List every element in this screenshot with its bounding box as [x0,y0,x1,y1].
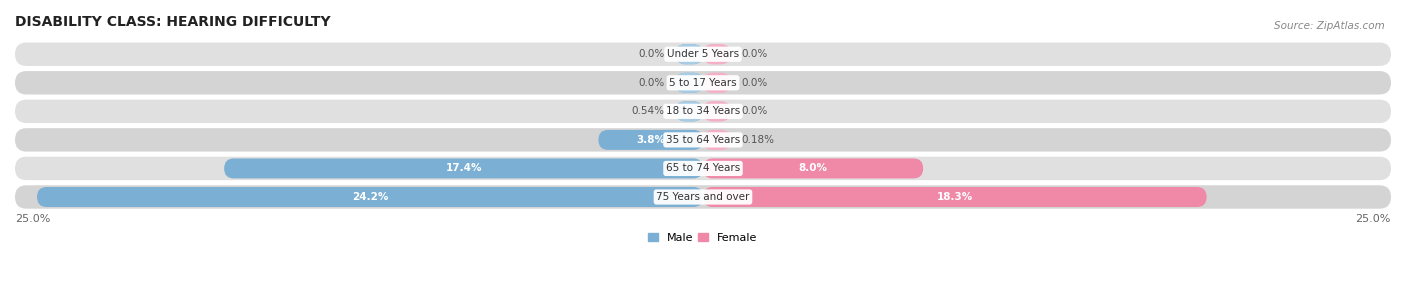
Text: 24.2%: 24.2% [352,192,388,202]
FancyBboxPatch shape [224,159,703,178]
Text: 17.4%: 17.4% [446,163,482,174]
FancyBboxPatch shape [675,73,703,93]
FancyBboxPatch shape [703,73,731,93]
FancyBboxPatch shape [703,44,731,64]
FancyBboxPatch shape [37,187,703,207]
FancyBboxPatch shape [703,130,731,150]
Text: 18 to 34 Years: 18 to 34 Years [666,106,740,116]
FancyBboxPatch shape [675,44,703,64]
Text: 5 to 17 Years: 5 to 17 Years [669,78,737,88]
FancyBboxPatch shape [703,159,924,178]
Text: 8.0%: 8.0% [799,163,828,174]
Text: 0.0%: 0.0% [638,49,665,59]
Text: DISABILITY CLASS: HEARING DIFFICULTY: DISABILITY CLASS: HEARING DIFFICULTY [15,15,330,29]
FancyBboxPatch shape [15,43,1391,66]
Text: 35 to 64 Years: 35 to 64 Years [666,135,740,145]
FancyBboxPatch shape [703,101,731,121]
Text: Under 5 Years: Under 5 Years [666,49,740,59]
FancyBboxPatch shape [599,130,703,150]
Text: 0.54%: 0.54% [631,106,665,116]
Text: 0.0%: 0.0% [638,78,665,88]
Text: 25.0%: 25.0% [1355,214,1391,224]
Text: 3.8%: 3.8% [636,135,665,145]
FancyBboxPatch shape [675,44,703,64]
FancyBboxPatch shape [703,187,1206,207]
FancyBboxPatch shape [675,73,703,93]
Text: 18.3%: 18.3% [936,192,973,202]
FancyBboxPatch shape [15,185,1391,209]
Text: 0.18%: 0.18% [741,135,775,145]
Text: 0.0%: 0.0% [741,78,768,88]
Text: 0.0%: 0.0% [741,106,768,116]
FancyBboxPatch shape [703,73,731,93]
Text: 65 to 74 Years: 65 to 74 Years [666,163,740,174]
Text: 75 Years and over: 75 Years and over [657,192,749,202]
FancyBboxPatch shape [703,130,731,150]
FancyBboxPatch shape [15,157,1391,180]
FancyBboxPatch shape [703,101,731,121]
FancyBboxPatch shape [675,101,703,121]
FancyBboxPatch shape [15,71,1391,95]
Text: 0.0%: 0.0% [741,49,768,59]
FancyBboxPatch shape [15,128,1391,151]
Text: 25.0%: 25.0% [15,214,51,224]
Legend: Male, Female: Male, Female [644,229,762,248]
FancyBboxPatch shape [675,101,703,121]
FancyBboxPatch shape [703,44,731,64]
FancyBboxPatch shape [15,100,1391,123]
Text: Source: ZipAtlas.com: Source: ZipAtlas.com [1274,21,1385,32]
